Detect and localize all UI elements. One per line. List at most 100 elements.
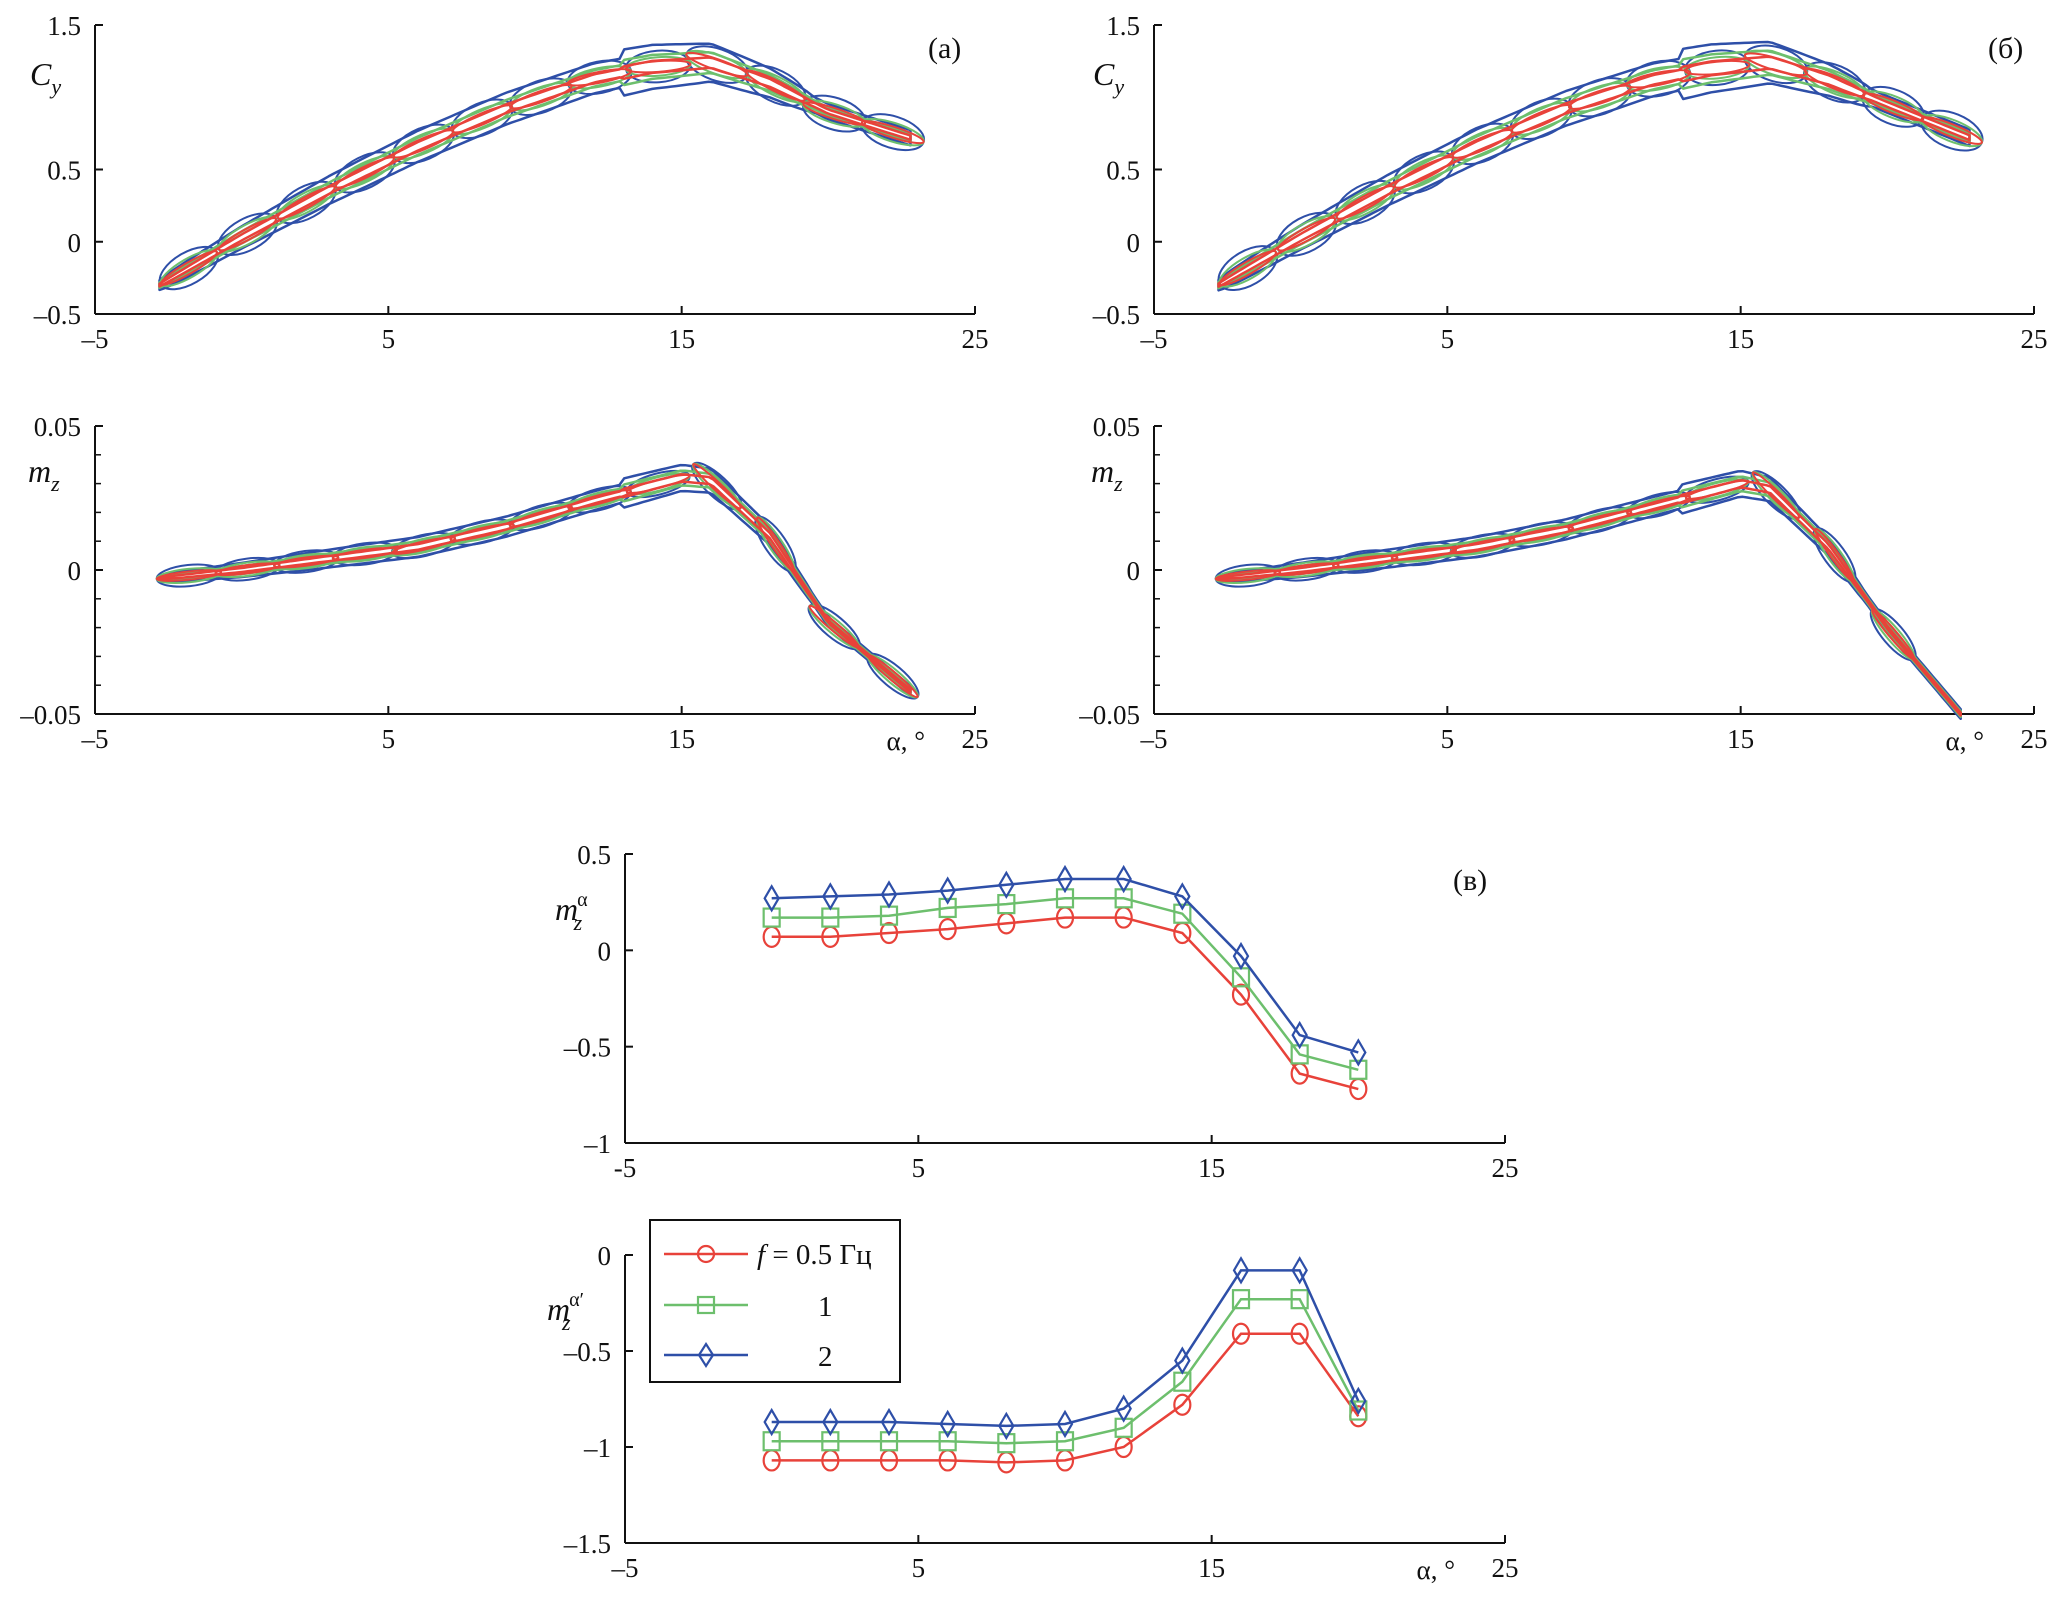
series-line-f05 (771, 916, 1359, 1091)
local-loop-f05 (1277, 216, 1337, 252)
panel-v-mz-alpha-plot: -5 5 15 25 –1 –0.5 0 0.5 (563, 840, 1519, 1183)
local-loop-f05 (1684, 479, 1750, 500)
local-loop-f05 (1393, 156, 1454, 189)
x-tick-label: 5 (1441, 724, 1455, 754)
x-tick-label: 15 (668, 724, 695, 754)
x-tick-label: –5 (611, 1553, 639, 1583)
local-loop-f05 (1862, 92, 1925, 122)
x-axis-label: α, ° (1417, 1555, 1455, 1585)
local-loop-f05 (1920, 116, 1983, 145)
local-loop-f05 (218, 217, 278, 252)
y-tick-label: –0.05 (1078, 700, 1140, 730)
panel-a-mz-plot: –5 5 15 25 –0.05 0 0.05 α, ° (19, 412, 988, 756)
y-tick-label: –1.5 (563, 1529, 611, 1559)
panel-tag-b: (б) (1988, 32, 2023, 65)
ylabel-mz-a: mz (28, 453, 60, 496)
panel-tag-v: (в) (1453, 864, 1487, 897)
legend: f = 0.5 Гц 1 2 (649, 1219, 901, 1383)
x-tick-label: 15 (1198, 1553, 1225, 1583)
data-point-square (1231, 1289, 1251, 1310)
local-loop-f05 (1684, 59, 1751, 76)
panel-tag-a: (а) (928, 32, 961, 65)
data-point-diamond (1115, 1394, 1132, 1423)
legend-label-f05: f = 0.5 Гц (757, 1239, 872, 1271)
data-point-circle (1290, 1322, 1309, 1345)
data-point-square (1290, 1289, 1309, 1310)
panel-b-cy-plot: –5 5 15 25 –0.5 0 0.5 1.5 (1092, 11, 2048, 354)
y-tick-label: 0.5 (1106, 156, 1140, 186)
y-tick-label: –0.05 (19, 700, 81, 730)
legend-marker-diamond (697, 1341, 715, 1369)
y-tick-label: –0.5 (563, 1337, 611, 1367)
local-loop-f05 (273, 554, 340, 569)
y-tick-label: –1 (583, 1433, 611, 1463)
local-loop-f05 (1871, 608, 1916, 661)
data-point-square (1349, 1400, 1368, 1421)
legend-marker-square (696, 1295, 716, 1315)
local-loop-f05 (1214, 569, 1281, 582)
local-loop-f05 (692, 462, 742, 510)
data-point-diamond (1115, 864, 1132, 894)
y-tick-label: 1.5 (47, 11, 81, 41)
panel-v-mz-alphadot-plot: –5 5 15 25 –1.5 –1 –0.5 0 α, ° (563, 1241, 1519, 1585)
data-point-diamond (939, 876, 956, 905)
x-axis-label: α, ° (887, 726, 925, 756)
x-tick-label: 25 (1492, 1553, 1519, 1583)
y-tick-label: 0 (68, 228, 82, 258)
local-loop-f05 (1332, 554, 1399, 569)
panel-b-mz-plot: –5 5 15 25 –0.05 0 0.05 α, ° (1078, 412, 2047, 756)
data-point-circle (1231, 983, 1251, 1006)
data-point-diamond (1350, 1386, 1367, 1416)
x-tick-label: 25 (962, 724, 989, 754)
x-tick-label: –5 (1140, 724, 1168, 754)
x-tick-label: -5 (614, 1153, 637, 1183)
local-loop-f05 (808, 604, 861, 649)
legend-item-f05: f = 0.5 Гц (664, 1239, 872, 1271)
data-point-diamond (998, 1411, 1015, 1441)
y-tick-label: –0.5 (1092, 300, 1140, 330)
x-tick-label: 5 (382, 324, 396, 354)
data-point-circle (938, 918, 957, 941)
legend-marker-circle (696, 1244, 716, 1264)
data-point-diamond (1174, 1346, 1191, 1375)
x-tick-label: 15 (1727, 724, 1754, 754)
y-tick-label: 0 (1127, 556, 1141, 586)
panel-a-cy-plot: –5 5 15 25 –0.5 0 0.5 1.5 (33, 11, 989, 354)
data-point-diamond (1056, 864, 1074, 894)
data-point-diamond (880, 880, 898, 909)
local-loop-f05 (625, 473, 691, 495)
x-tick-label: 15 (1198, 1153, 1225, 1183)
y-tick-label: –0.5 (33, 300, 81, 330)
local-loop-f05 (391, 536, 457, 555)
local-loop-f05 (334, 156, 395, 189)
data-point-diamond (880, 1407, 898, 1437)
local-loop-f05 (1335, 185, 1395, 220)
y-tick-label: 0 (598, 1241, 612, 1271)
x-tick-label: 15 (668, 324, 695, 354)
y-tick-label: 0 (598, 936, 612, 966)
local-loop-f05 (1508, 525, 1574, 543)
y-tick-label: –0.5 (563, 1033, 611, 1063)
x-tick-label: 5 (912, 1153, 926, 1183)
y-tick-label: 0.5 (577, 840, 611, 870)
x-tick-label: 15 (1727, 324, 1754, 354)
data-point-square (1349, 1059, 1368, 1080)
x-tick-label: 5 (912, 1553, 926, 1583)
data-point-circle (1231, 1322, 1251, 1345)
legend-label-f2: 2 (818, 1341, 833, 1373)
data-point-square (997, 1433, 1016, 1454)
hysteresis-loop-f05 (1217, 55, 1971, 288)
legend-item-f2: 2 (664, 1341, 833, 1373)
local-loop-f05 (624, 59, 692, 74)
local-loop-f05 (1567, 510, 1633, 531)
series-line-f2 (771, 1269, 1360, 1428)
hysteresis-loop-f2 (1217, 469, 1962, 721)
y-tick-label: 0.05 (1093, 412, 1140, 442)
x-axis-label: α, ° (1946, 726, 1984, 756)
data-point-diamond (763, 1407, 780, 1437)
local-loop-f05 (449, 522, 515, 542)
x-tick-label: 5 (382, 724, 396, 754)
ylabel-mz-alpha: mα z (555, 889, 588, 935)
data-point-diamond (1232, 941, 1250, 971)
